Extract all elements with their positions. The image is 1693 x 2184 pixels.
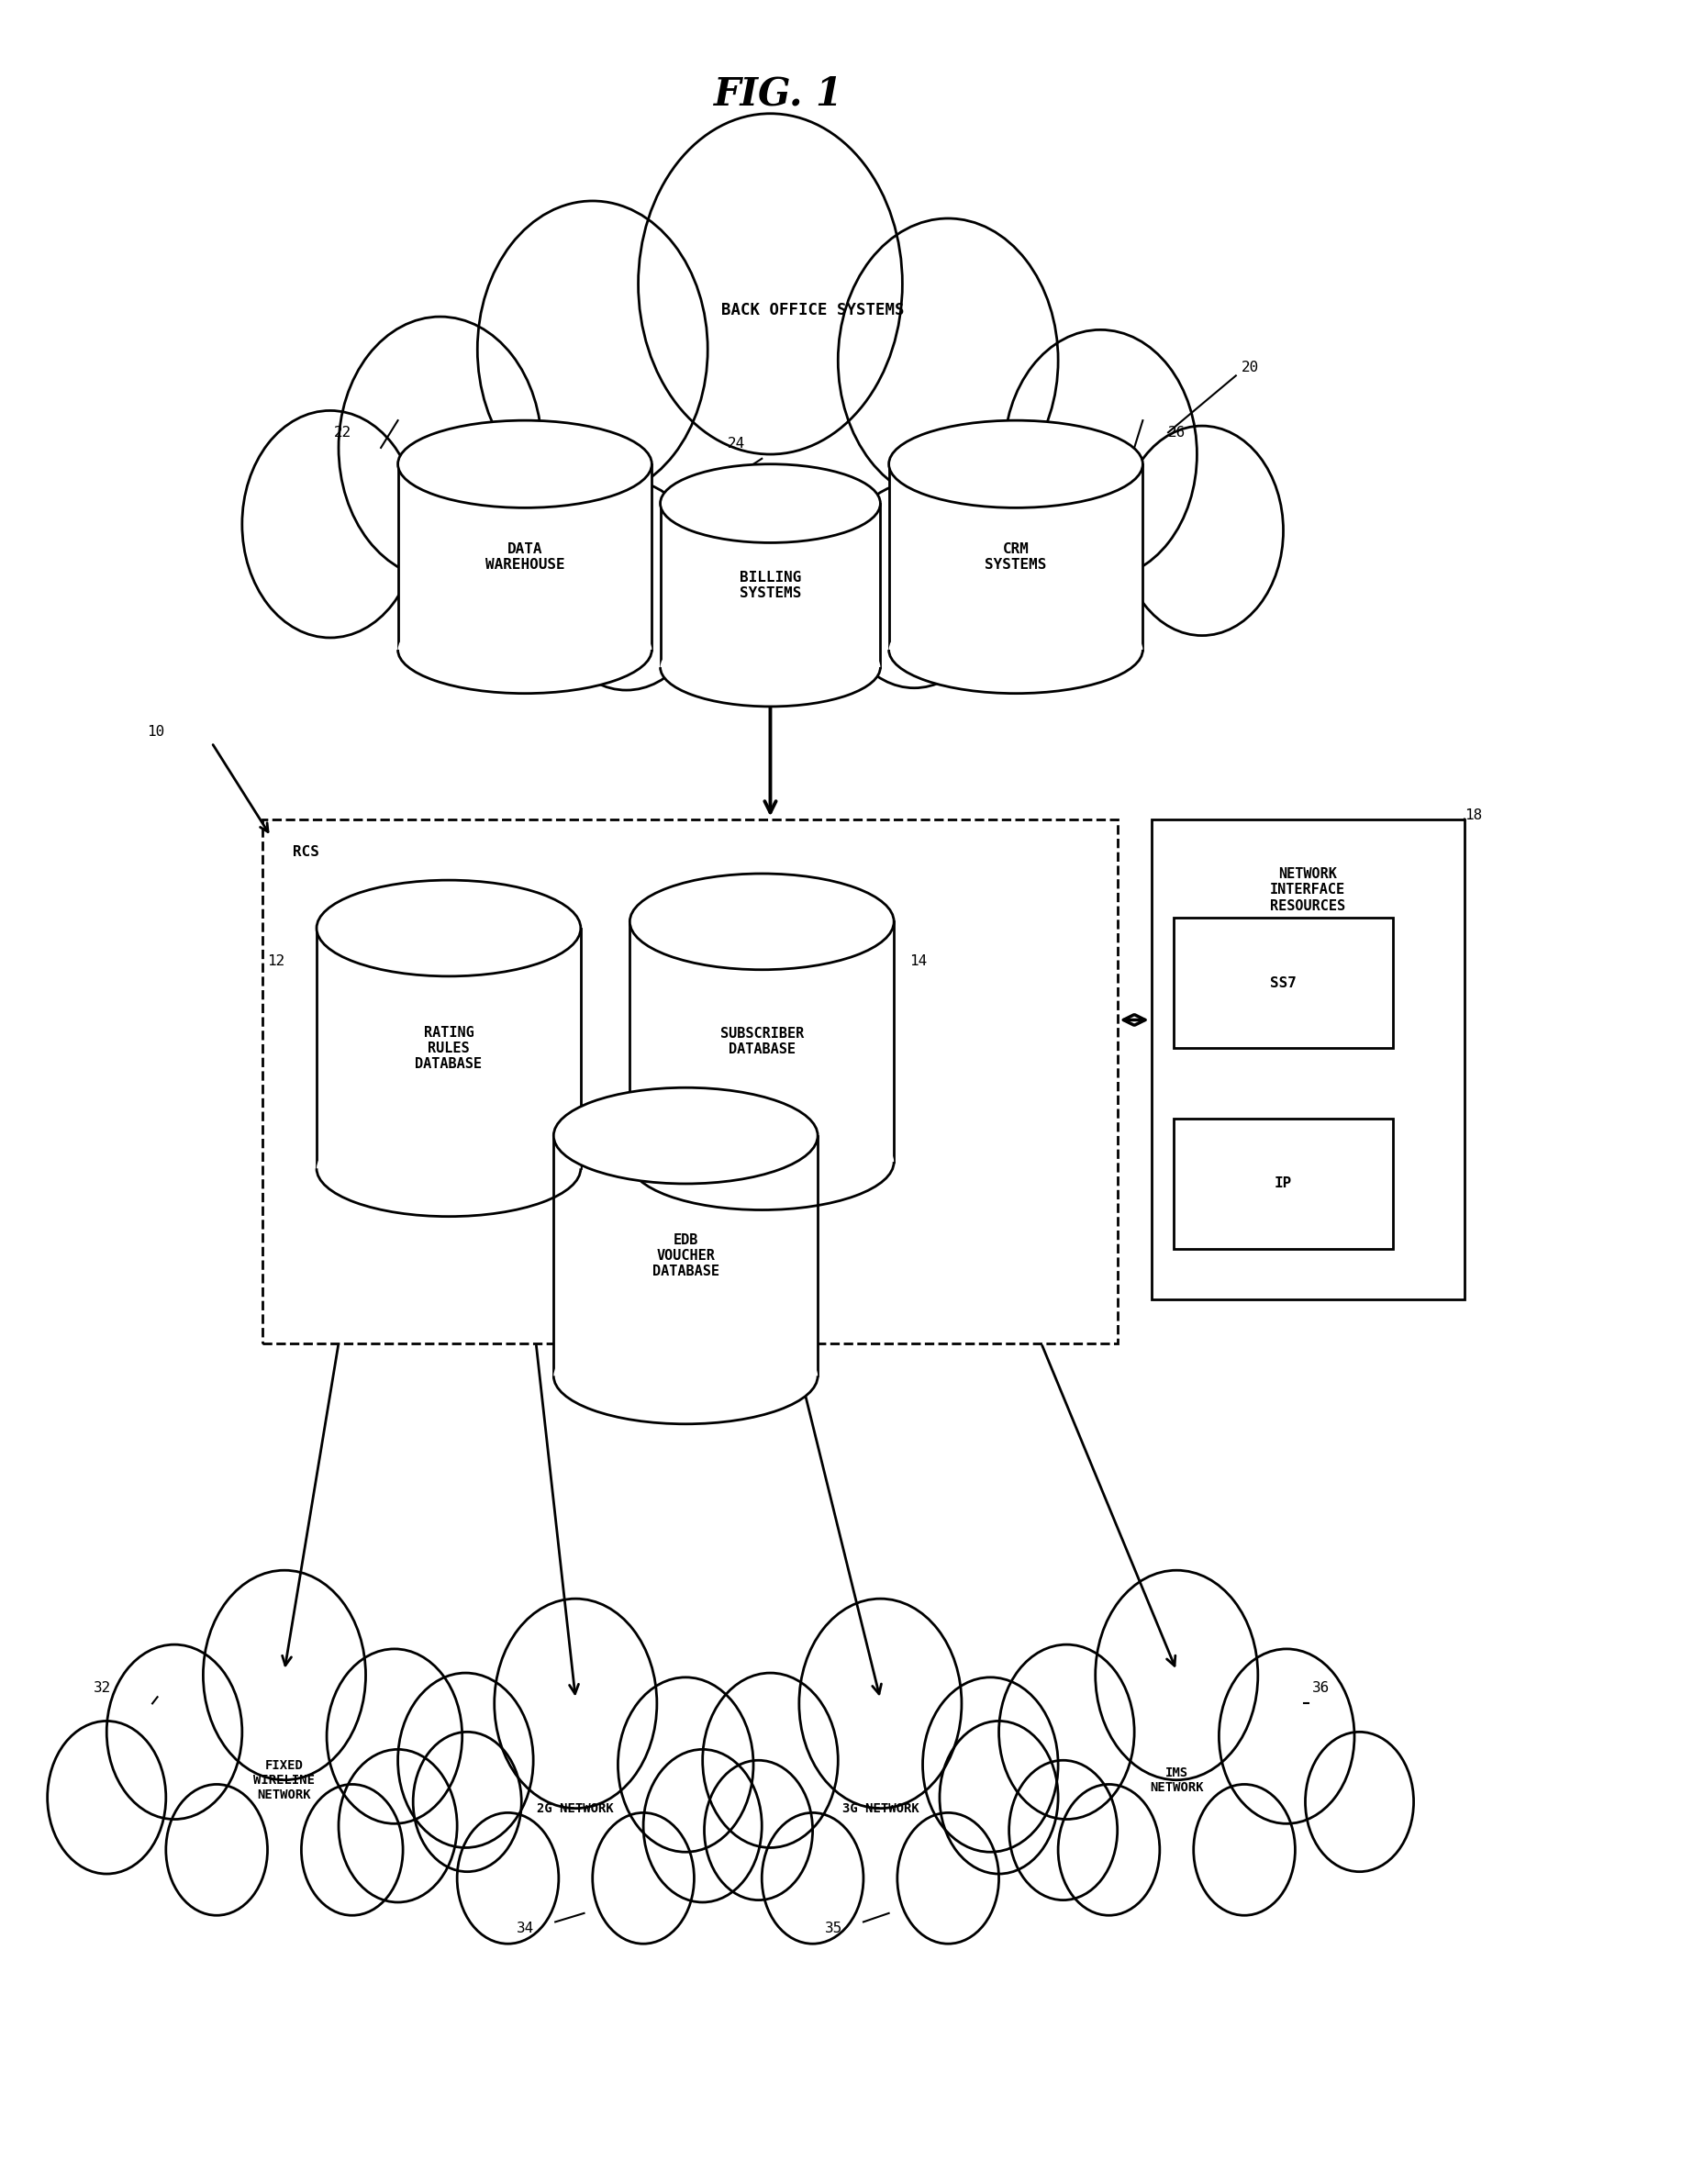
Circle shape [835,483,994,688]
Text: 36: 36 [1312,1682,1329,1695]
Bar [630,922,894,1162]
Text: RCS: RCS [293,845,320,858]
Circle shape [638,114,902,454]
Text: 18: 18 [1464,808,1481,821]
FancyBboxPatch shape [1173,917,1393,1048]
Circle shape [1219,1649,1354,1824]
Circle shape [1305,1732,1414,1872]
Circle shape [703,1673,838,1848]
Circle shape [301,1784,403,1915]
Text: 34: 34 [516,1922,533,1935]
Text: 35: 35 [824,1922,841,1935]
Text: FIXED
WIRELINE
NETWORK: FIXED WIRELINE NETWORK [254,1758,315,1802]
Circle shape [203,1570,366,1780]
Circle shape [990,1529,1363,2009]
Text: 2G NETWORK: 2G NETWORK [537,1802,615,1815]
Ellipse shape [660,465,880,544]
Text: BACK OFFICE SYSTEMS: BACK OFFICE SYSTEMS [721,301,904,319]
Circle shape [1004,330,1197,579]
Text: 3G NETWORK: 3G NETWORK [841,1802,919,1815]
Circle shape [327,1649,462,1824]
Ellipse shape [889,607,1143,695]
Circle shape [339,317,542,579]
Text: 22: 22 [334,426,350,439]
Circle shape [398,1673,533,1848]
Ellipse shape [317,1120,581,1216]
Circle shape [47,1721,166,1874]
Bar [398,465,652,651]
FancyBboxPatch shape [1151,819,1464,1299]
Text: 20: 20 [1241,360,1258,373]
Text: 30: 30 [1392,1190,1409,1203]
Text: SS7: SS7 [1270,976,1297,989]
Circle shape [1121,426,1283,636]
Text: 32: 32 [93,1682,110,1695]
Circle shape [477,201,708,498]
Text: SUBSCRIBER
DATABASE: SUBSCRIBER DATABASE [720,1026,804,1057]
Ellipse shape [398,422,652,509]
Ellipse shape [660,629,880,708]
Ellipse shape [889,422,1143,509]
Circle shape [618,1677,753,1852]
Circle shape [242,411,418,638]
Circle shape [923,1677,1058,1852]
Ellipse shape [630,874,894,970]
Circle shape [838,218,1058,502]
Circle shape [1009,1760,1117,1900]
Text: IMS
NETWORK: IMS NETWORK [1150,1767,1204,1793]
Text: 10: 10 [147,725,164,738]
Ellipse shape [554,1328,818,1424]
Ellipse shape [630,1114,894,1210]
Bar [554,1136,818,1376]
Text: 24: 24 [728,437,745,450]
Circle shape [1058,1784,1160,1915]
FancyBboxPatch shape [262,819,1117,1343]
Circle shape [1194,1784,1295,1915]
Bar [889,465,1143,651]
Text: FIG. 1: FIG. 1 [714,74,843,114]
Circle shape [413,1732,521,1872]
Text: NETWORK
INTERFACE
RESOURCES: NETWORK INTERFACE RESOURCES [1270,867,1346,913]
Circle shape [107,1645,242,1819]
Circle shape [762,1813,863,1944]
Circle shape [440,55,1084,885]
FancyBboxPatch shape [1173,1118,1393,1249]
Text: CRM
SYSTEMS: CRM SYSTEMS [985,542,1046,572]
Ellipse shape [398,607,652,695]
Bar [317,928,581,1168]
Circle shape [389,1557,762,2038]
Circle shape [545,480,708,690]
Text: BILLING
SYSTEMS: BILLING SYSTEMS [740,570,801,601]
Circle shape [457,1813,559,1944]
Text: DATA
WAREHOUSE: DATA WAREHOUSE [486,542,564,572]
Text: 12: 12 [267,954,284,968]
Circle shape [339,1749,457,1902]
Circle shape [166,1784,267,1915]
Circle shape [799,1599,962,1808]
Ellipse shape [554,1088,818,1184]
Text: 26: 26 [1168,426,1185,439]
Circle shape [704,1760,813,1900]
Circle shape [1095,1570,1258,1780]
Text: EDB
VOUCHER
DATABASE: EDB VOUCHER DATABASE [652,1234,720,1278]
Text: 16: 16 [835,1177,852,1190]
Circle shape [940,1721,1058,1874]
Circle shape [593,1813,694,1944]
Text: 28: 28 [1392,989,1409,1002]
Circle shape [897,1813,999,1944]
Circle shape [494,1599,657,1808]
Circle shape [643,1749,762,1902]
Text: 14: 14 [909,954,926,968]
Text: RATING
RULES
DATABASE: RATING RULES DATABASE [415,1026,483,1070]
Ellipse shape [317,880,581,976]
Circle shape [999,1645,1134,1819]
Bar [660,505,880,668]
Circle shape [98,1529,471,2009]
Text: IP: IP [1275,1177,1292,1190]
Circle shape [694,1557,1067,2038]
